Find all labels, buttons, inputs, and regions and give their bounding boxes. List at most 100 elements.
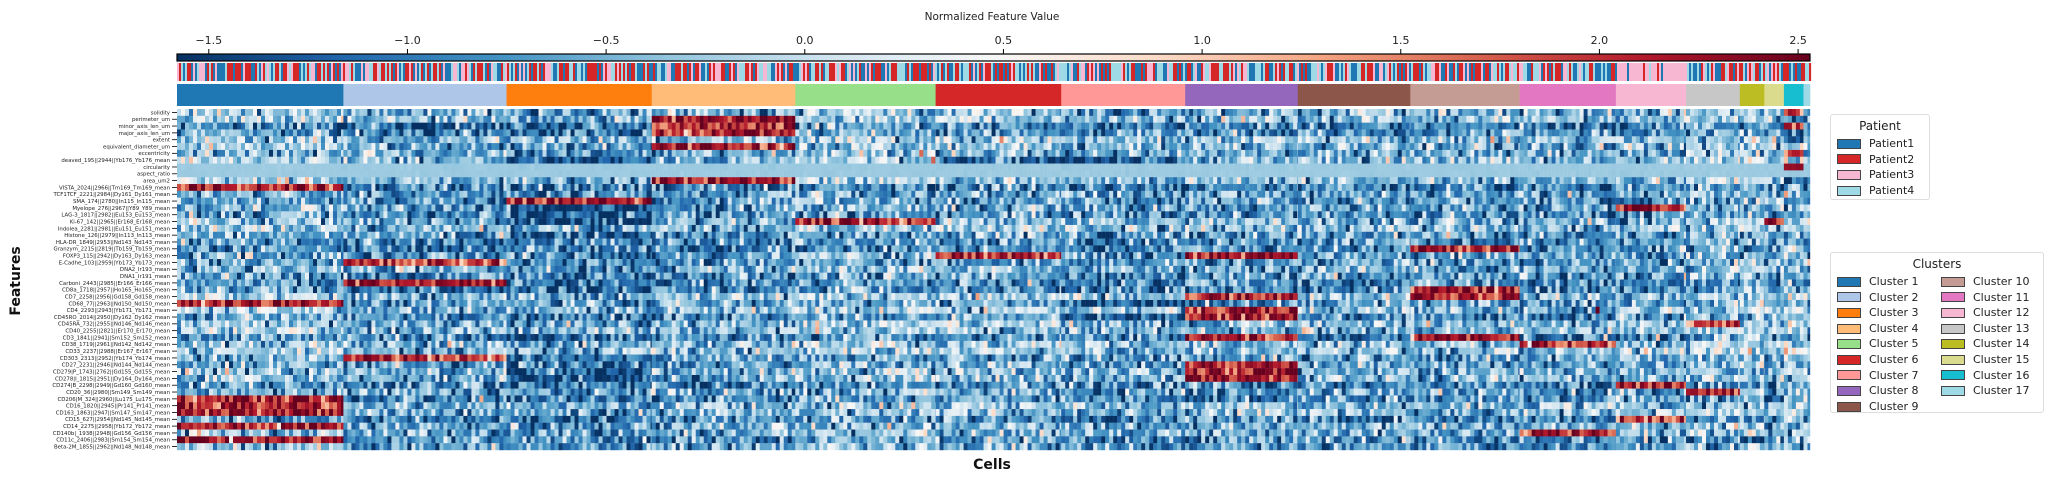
heatmap-cell — [241, 123, 245, 130]
patient-cell — [623, 63, 625, 81]
heatmap-cell — [261, 252, 265, 259]
heatmap-cell — [403, 314, 407, 321]
heatmap-cell — [189, 129, 193, 136]
heatmap-cell — [375, 116, 379, 123]
heatmap-cell — [467, 430, 471, 437]
heatmap-cell — [289, 191, 293, 198]
heatmap-cell — [495, 218, 499, 225]
patient-cell — [1229, 63, 1231, 81]
heatmap-cell — [411, 232, 415, 239]
patient-cell — [1803, 63, 1805, 81]
heatmap-cell — [245, 430, 249, 437]
patient-cell — [1257, 63, 1259, 81]
heatmap-cell — [395, 409, 399, 416]
heatmap-cell — [317, 341, 321, 348]
heatmap-cell — [451, 395, 455, 402]
heatmap-cell — [269, 361, 273, 368]
heatmap-cell — [341, 382, 344, 389]
heatmap-cell — [443, 395, 447, 402]
heatmap-cell — [221, 259, 225, 266]
patient-cell — [1755, 63, 1757, 81]
patient-cell — [895, 63, 897, 81]
heatmap-cell — [347, 143, 351, 150]
heatmap-cell — [479, 300, 483, 307]
heatmap-cell — [399, 286, 403, 293]
heatmap-cell — [407, 218, 411, 225]
heatmap-cell — [293, 252, 297, 259]
heatmap-cell — [387, 286, 391, 293]
patient-cell — [601, 63, 603, 81]
heatmap-cell — [197, 402, 201, 409]
patient-cell — [1147, 63, 1149, 81]
heatmap-cell — [337, 150, 341, 157]
heatmap-cell — [209, 150, 213, 157]
heatmap-cell — [289, 225, 293, 232]
heatmap-cell — [225, 177, 229, 184]
patient-cell — [1695, 63, 1697, 81]
heatmap-cell — [439, 218, 443, 225]
heatmap-cell — [431, 164, 435, 171]
heatmap-cell — [289, 348, 293, 355]
heatmap-cell — [363, 320, 367, 327]
heatmap-cell — [225, 355, 229, 362]
heatmap-cell — [455, 361, 459, 368]
heatmap-cell — [407, 239, 411, 246]
heatmap-cell — [355, 259, 359, 266]
patient-cell — [645, 63, 647, 81]
heatmap-cell — [313, 389, 317, 396]
heatmap-cell — [435, 430, 439, 437]
heatmap-cell — [213, 198, 217, 205]
patient-cell — [531, 63, 533, 81]
heatmap-cell — [483, 252, 487, 259]
heatmap-cell — [261, 170, 265, 177]
heatmap-cell — [367, 409, 371, 416]
heatmap-cell — [467, 136, 471, 143]
heatmap-cell — [289, 150, 293, 157]
heatmap-cell — [341, 293, 344, 300]
patient-cell — [491, 63, 493, 81]
heatmap-cell — [399, 395, 403, 402]
heatmap-cell — [447, 334, 451, 341]
patient-cell — [1729, 63, 1731, 81]
heatmap-cell — [391, 402, 395, 409]
heatmap-cell — [261, 150, 265, 157]
heatmap-cell — [363, 300, 367, 307]
heatmap-cell — [423, 416, 427, 423]
heatmap-cell — [305, 198, 309, 205]
heatmap-cell — [285, 109, 289, 116]
heatmap-cell — [253, 191, 257, 198]
heatmap-cell — [495, 136, 499, 143]
heatmap-cell — [317, 198, 321, 205]
heatmap-cell — [217, 443, 221, 450]
heatmap-cell — [177, 225, 181, 232]
heatmap-cell — [351, 116, 355, 123]
heatmap-cell — [305, 177, 309, 184]
heatmap-cell — [213, 129, 217, 136]
heatmap-cell — [301, 218, 305, 225]
heatmap-cell — [467, 436, 471, 443]
heatmap-cell — [333, 361, 337, 368]
heatmap-cell — [177, 150, 181, 157]
patient-cell — [929, 63, 931, 81]
patient-cell — [1365, 63, 1367, 81]
heatmap-cell — [379, 150, 383, 157]
heatmap-cell — [253, 116, 257, 123]
heatmap-cell — [205, 286, 209, 293]
heatmap-cell — [491, 157, 495, 164]
heatmap-cell — [301, 314, 305, 321]
heatmap-cell — [177, 143, 181, 150]
patient-cell — [1493, 63, 1495, 81]
heatmap-cell — [249, 204, 253, 211]
patient-cell — [435, 63, 437, 81]
patient-cell — [1325, 63, 1327, 81]
heatmap-cell — [455, 430, 459, 437]
heatmap-cell — [503, 177, 506, 184]
heatmap-cell — [285, 123, 289, 130]
heatmap-cell — [395, 116, 399, 123]
heatmap-cell — [383, 416, 387, 423]
heatmap-cell — [273, 280, 277, 287]
patient-cell — [353, 63, 355, 81]
heatmap-cell — [379, 109, 383, 116]
heatmap-cell — [185, 273, 189, 280]
patient-cell — [1739, 63, 1741, 81]
